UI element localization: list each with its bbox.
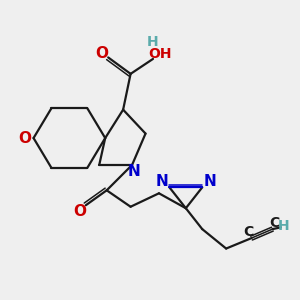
Text: H: H — [278, 218, 290, 233]
Text: C: C — [270, 216, 280, 230]
Text: O: O — [95, 46, 108, 61]
Text: O: O — [73, 204, 86, 219]
Text: O: O — [19, 130, 32, 146]
Text: C: C — [243, 225, 254, 239]
Text: N: N — [156, 175, 168, 190]
Text: N: N — [203, 175, 216, 190]
Text: OH: OH — [149, 47, 172, 61]
Text: N: N — [127, 164, 140, 179]
Text: H: H — [147, 35, 158, 50]
